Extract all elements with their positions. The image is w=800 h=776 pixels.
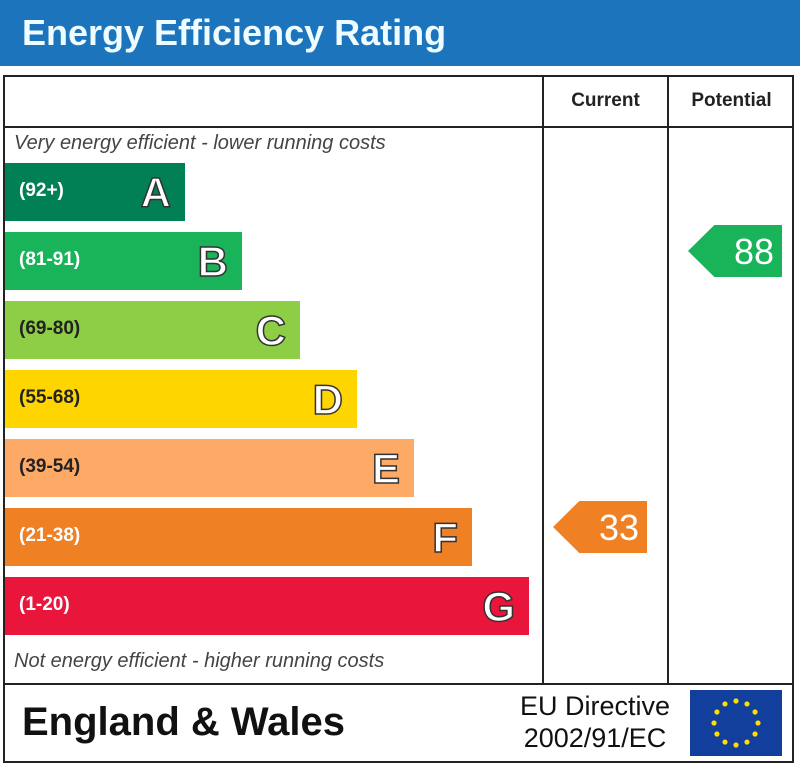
- footer-divider: [3, 683, 794, 685]
- current-header: Current: [571, 90, 640, 111]
- column-divider: [542, 75, 544, 685]
- potential-rating-arrow: 88: [688, 225, 782, 277]
- flag-star: [722, 701, 728, 707]
- eu-flag-icon: [690, 690, 782, 756]
- flag-star: [714, 709, 720, 715]
- band-letter: B: [197, 237, 229, 286]
- band-bar-g: (1-20) G: [5, 577, 529, 635]
- flag-star: [752, 731, 758, 737]
- band-letter: D: [312, 375, 344, 424]
- band-bar-e: (39-54) E: [5, 439, 414, 497]
- band-range: (55-68): [19, 387, 81, 408]
- eu-directive: EU Directive 2002/91/EC: [520, 690, 670, 754]
- band-range: (69-80): [19, 318, 81, 339]
- band-range: (81-91): [19, 249, 81, 270]
- band-bar-d: (55-68) D: [5, 370, 357, 428]
- flag-star: [733, 742, 739, 748]
- current-rating-value: 33: [598, 507, 639, 548]
- band-letter: A: [140, 168, 172, 217]
- flag-star: [744, 739, 750, 745]
- band-letter: E: [371, 444, 401, 493]
- band-bar-a: (92+) A: [5, 163, 185, 221]
- flag-star: [752, 709, 758, 715]
- flag-star: [714, 731, 720, 737]
- potential-rating-value: 88: [733, 231, 774, 272]
- header-divider: [3, 126, 794, 128]
- band-letter: G: [482, 582, 516, 631]
- band-range: (92+): [19, 180, 64, 201]
- band-bar-f: (21-38) F: [5, 508, 472, 566]
- flag-star: [733, 698, 739, 704]
- rating-table: [3, 75, 794, 763]
- band-range: (21-38): [19, 525, 81, 546]
- flag-star: [744, 701, 750, 707]
- band-bar-b: (81-91) B: [5, 232, 242, 290]
- flag-star: [755, 720, 761, 726]
- band-range: (39-54): [19, 456, 81, 477]
- bottom-note: Not energy efficient - higher running co…: [14, 650, 385, 672]
- title-bar: Energy Efficiency Rating: [0, 0, 800, 66]
- column-divider: [667, 75, 669, 685]
- directive-line1: EU Directive: [520, 691, 671, 721]
- band-bar-c: (69-80) C: [5, 301, 300, 359]
- potential-header: Potential: [691, 90, 772, 111]
- band-range: (1-20): [19, 594, 70, 615]
- country-label: England & Wales: [22, 700, 346, 744]
- flag-star: [722, 739, 728, 745]
- directive-line2: 2002/91/EC: [523, 723, 667, 753]
- band-letter: F: [432, 513, 459, 562]
- top-note: Very energy efficient - lower running co…: [14, 132, 386, 154]
- band-letter: C: [255, 306, 287, 355]
- chart-title: Energy Efficiency Rating: [22, 12, 447, 53]
- flag-star: [711, 720, 717, 726]
